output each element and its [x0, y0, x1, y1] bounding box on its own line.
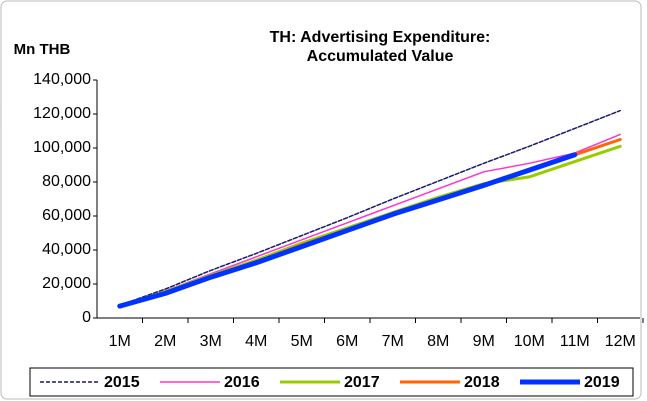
x-tick-label: 12M — [605, 333, 636, 350]
y-tick-label: 120,000 — [33, 105, 91, 122]
x-tick-label: 3M — [200, 333, 222, 350]
y-tick-label: 20,000 — [42, 275, 91, 292]
x-tick-label: 6M — [336, 333, 358, 350]
x-tick-label: 2M — [154, 333, 176, 350]
series-line — [117, 152, 578, 309]
x-tick-label: 5M — [291, 333, 313, 350]
series-line — [119, 109, 621, 306]
y-tick-label: 0 — [82, 309, 91, 326]
y-tick-label: 80,000 — [42, 173, 91, 190]
y-tick-label: 140,000 — [33, 71, 91, 88]
x-tick-label: 1M — [109, 333, 131, 350]
x-tick-label: 8M — [427, 333, 449, 350]
legend-label: 2016 — [224, 374, 260, 391]
x-tick-label: 11M — [560, 333, 590, 350]
legend-label: 2018 — [464, 374, 500, 391]
x-tick-label: 9M — [473, 333, 495, 350]
legend-box — [29, 367, 634, 397]
y-tick-label: 40,000 — [42, 241, 91, 258]
chart-title: Accumulated Value — [307, 48, 454, 65]
chart-title: TH: Advertising Expenditure: — [270, 29, 491, 46]
y-tick-label: 60,000 — [42, 207, 91, 224]
legend-label: 2019 — [584, 374, 620, 391]
x-tick-label: 7M — [382, 333, 404, 350]
y-tick-label: 100,000 — [33, 139, 91, 156]
legend-label: 2017 — [344, 374, 380, 391]
legend-label: 2015 — [104, 374, 140, 391]
x-tick-label: 10M — [514, 333, 545, 350]
y-axis-label: Mn THB — [14, 41, 71, 58]
x-tick-label: 4M — [245, 333, 267, 350]
